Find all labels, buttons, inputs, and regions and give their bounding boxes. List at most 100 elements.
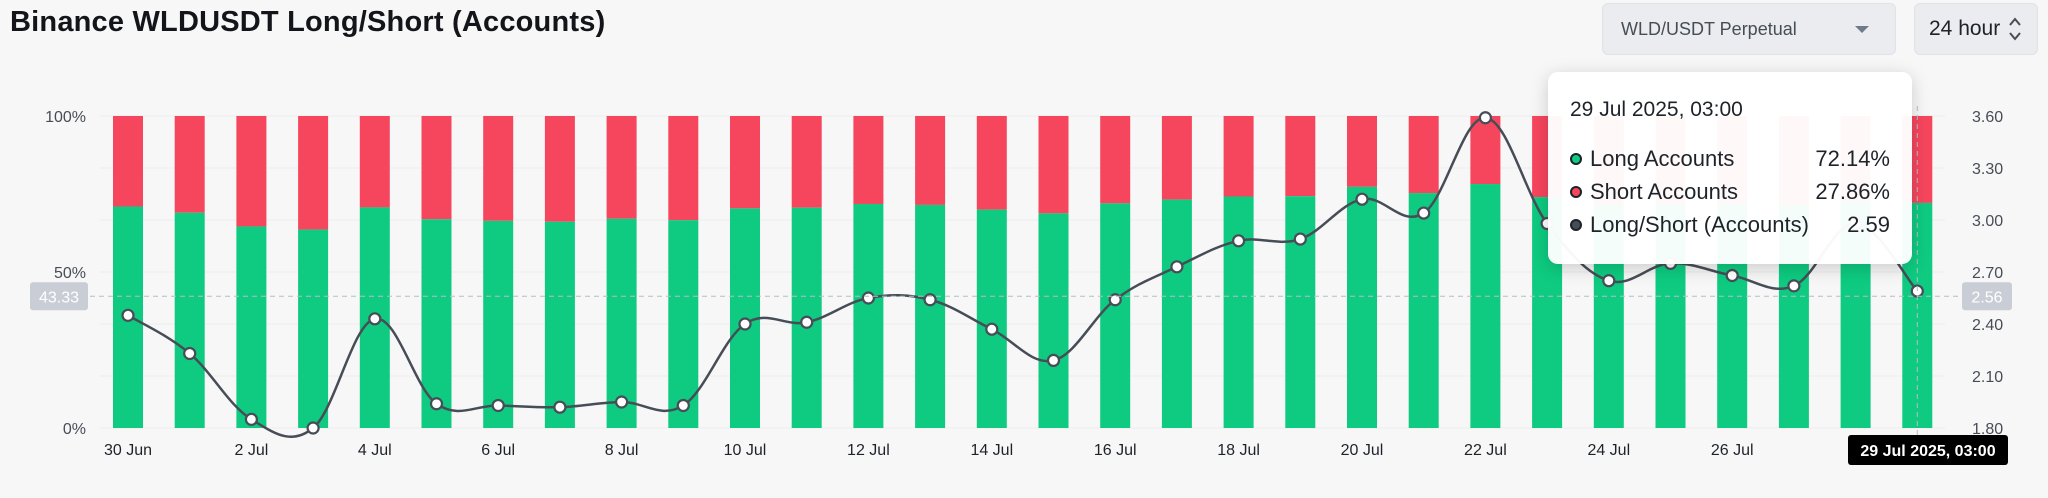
- ratio-point: [1046, 353, 1061, 367]
- y-left-tick-label: 0%: [63, 421, 86, 438]
- x-tick-label: 20 Jul: [1341, 442, 1384, 459]
- x-tick-label: 24 Jul: [1587, 442, 1630, 459]
- long-bar: [1285, 196, 1316, 428]
- y-left-tick-label: 50%: [54, 265, 86, 282]
- long-bar: [421, 219, 452, 428]
- ratio-point: [614, 395, 629, 409]
- short-bar: [483, 116, 514, 221]
- long-bar: [1038, 213, 1069, 428]
- x-tick-label: 4 Jul: [358, 442, 392, 459]
- page-title: Binance WLDUSDT Long/Short (Accounts): [10, 6, 606, 38]
- ratio-point: [985, 322, 999, 336]
- x-tick-label: 16 Jul: [1094, 442, 1137, 459]
- x-tick-label: 14 Jul: [970, 442, 1013, 459]
- long-bar: [236, 226, 267, 428]
- short-bar: [1347, 116, 1377, 187]
- ratio-point: [1231, 234, 1246, 248]
- short-bar: [791, 116, 822, 208]
- short-bar: [174, 116, 205, 213]
- crosshair-left-label-bg: [30, 282, 88, 311]
- short-bar: [976, 116, 1007, 210]
- long-bar: [174, 212, 205, 428]
- long-bar: [1223, 196, 1254, 428]
- ratio-point: [1787, 279, 1801, 293]
- y-right-tick-label: 2.70: [1972, 265, 2003, 282]
- short-bar: [1038, 116, 1069, 214]
- short-bar: [359, 116, 390, 208]
- ratio-point: [1478, 111, 1493, 125]
- tooltip-title: 29 Jul 2025, 03:00: [1570, 98, 1743, 121]
- long-bar: [298, 229, 329, 428]
- tooltip-short-value: 27.86%: [1815, 178, 1890, 204]
- period-select[interactable]: 24 hour: [1914, 3, 2038, 55]
- up-down-chevron-icon: [2009, 17, 2021, 41]
- y-right-tick-label: 3.00: [1972, 213, 2003, 230]
- short-bar: [298, 116, 329, 230]
- short-bar: [236, 116, 267, 227]
- x-tick-label: 8 Jul: [605, 442, 639, 459]
- ratio-point: [1293, 232, 1307, 246]
- short-bar: [730, 116, 760, 209]
- x-tick-label: 10 Jul: [724, 442, 767, 459]
- long-bar: [1161, 199, 1192, 428]
- ratio-point: [1108, 293, 1122, 307]
- ratio-point: [183, 346, 197, 361]
- ratio-point: [121, 308, 135, 322]
- short-dot-icon: [1570, 185, 1582, 198]
- x-tick-label: 26 Jul: [1711, 442, 1754, 459]
- ratio-point: [244, 412, 258, 426]
- chevron-down-icon: [1855, 26, 1869, 33]
- contract-select[interactable]: WLD/USDT Perpetual: [1602, 3, 1896, 55]
- crosshair-left-label: 43.33: [39, 289, 79, 306]
- long-bar: [976, 209, 1007, 428]
- chart-tooltip: 29 Jul 2025, 03:00 Long Accounts 72.14% …: [1548, 72, 1912, 264]
- tooltip-long-value: 72.14%: [1815, 145, 1890, 171]
- y-right-tick-label: 3.60: [1972, 109, 2003, 126]
- crosshair-date-label: 29 Jul 2025, 03:00: [1860, 443, 1995, 460]
- tooltip-row-long: Long Accounts 72.14%: [1570, 142, 1890, 175]
- ratio-point: [1725, 268, 1739, 283]
- tooltip-row-ratio: Long/Short (Accounts) 2.59: [1570, 208, 1890, 241]
- ratio-point: [553, 400, 567, 414]
- short-bar: [1223, 116, 1254, 197]
- ratio-point: [1602, 274, 1616, 288]
- long-bar: [483, 220, 514, 428]
- ratio-point: [368, 312, 382, 326]
- short-bar: [421, 116, 452, 220]
- y-right-tick-label: 3.30: [1972, 161, 2003, 178]
- long-bar: [668, 220, 699, 428]
- long-bar: [606, 218, 637, 428]
- ratio-point: [676, 398, 690, 413]
- crosshair-date-label-bg: [1848, 435, 2008, 465]
- x-tick-label: 30 Jun: [104, 442, 152, 459]
- x-tick-label: 6 Jul: [481, 442, 515, 459]
- tooltip-ratio-value: 2.59: [1847, 211, 1890, 237]
- ratio-point: [306, 421, 320, 435]
- long-bar: [544, 221, 575, 428]
- long-bar: [915, 204, 946, 428]
- period-select-value: 24 hour: [1929, 17, 2001, 40]
- ratio-point: [738, 317, 752, 331]
- crosshair-right-label: 2.56: [1971, 289, 2002, 306]
- long-bar: [1408, 193, 1439, 428]
- ratio-point: [1417, 206, 1431, 220]
- x-tick-label: 2 Jul: [235, 442, 269, 459]
- x-tick-label: 12 Jul: [847, 442, 890, 459]
- ratio-point: [800, 315, 814, 329]
- y-right-tick-label: 2.40: [1972, 317, 2003, 334]
- x-tick-label: 22 Jul: [1464, 442, 1507, 459]
- ratio-point: [861, 291, 876, 305]
- ratio-point: [923, 293, 937, 307]
- ratio-dot-icon: [1570, 218, 1582, 231]
- short-bar: [853, 116, 884, 204]
- short-bar: [1285, 116, 1316, 197]
- tooltip-short-label: Short Accounts: [1590, 178, 1738, 204]
- long-bar: [853, 203, 884, 428]
- y-left-tick-label: 100%: [45, 109, 86, 126]
- x-tick-label: 18 Jul: [1217, 442, 1260, 459]
- short-bar: [1161, 116, 1192, 200]
- short-bar: [544, 116, 575, 222]
- short-bar: [1470, 116, 1501, 185]
- tooltip-row-short: Short Accounts 27.86%: [1570, 175, 1890, 208]
